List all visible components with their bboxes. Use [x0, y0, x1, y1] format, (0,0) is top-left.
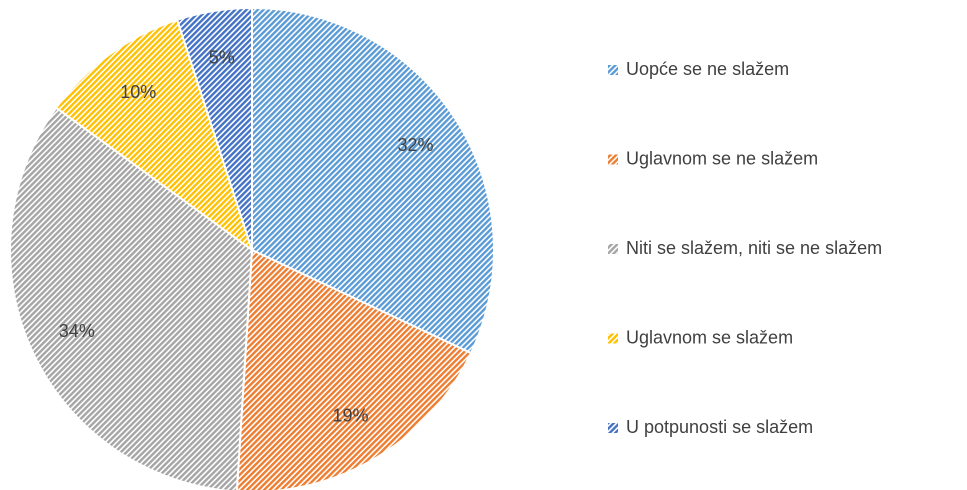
legend-swatch — [608, 244, 618, 254]
data-label: 19% — [333, 405, 369, 425]
pie-slice — [54, 18, 254, 253]
legend-swatch — [608, 333, 618, 344]
pie-slice — [175, 6, 253, 251]
data-label: 32% — [397, 135, 433, 155]
legend-swatch — [608, 154, 618, 165]
legend-label: Uglavnom se slažem — [626, 327, 793, 347]
pie-slice — [235, 248, 473, 490]
legend-swatch — [608, 65, 618, 75]
legend-label: Uglavnom se ne slažem — [626, 148, 818, 168]
legend-swatch — [608, 423, 618, 433]
pie-slice — [251, 6, 495, 355]
data-label: 10% — [120, 82, 156, 102]
legend-label: U potpunosti se slažem — [626, 417, 813, 437]
pie-slice — [9, 106, 254, 490]
legend-label: Uopće se ne slažem — [626, 59, 789, 79]
legend-label: Niti se slažem, niti se ne slažem — [626, 238, 882, 258]
data-label: 34% — [59, 321, 95, 341]
data-label: 5% — [209, 48, 235, 68]
